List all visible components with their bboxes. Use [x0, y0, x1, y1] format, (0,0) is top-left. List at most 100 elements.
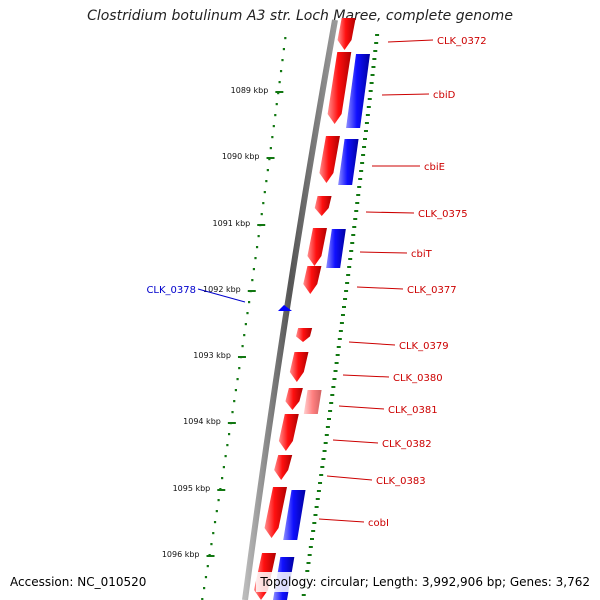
forward-gene: [285, 388, 303, 410]
kbp-tick-label: 1091 kbp: [213, 219, 251, 228]
tick-dot: [246, 312, 249, 315]
tick-dot: [204, 576, 208, 579]
tick-dot: [241, 345, 244, 348]
tick-dot: [222, 466, 225, 469]
tick-dot: [210, 543, 213, 546]
tick-dot: [213, 521, 217, 524]
gene-label: CLK_0378: [146, 285, 196, 296]
tick-dot: [263, 191, 266, 194]
kbp-tick-label: 1094 kbp: [183, 417, 221, 426]
kbp-tick-label: 1092 kbp: [203, 285, 241, 294]
kbp-tick-label: 1093 kbp: [193, 351, 231, 360]
tick-dot: [269, 147, 272, 150]
tick-dot: [206, 565, 209, 568]
tick-dot: [234, 389, 238, 392]
tick-dot: [203, 587, 206, 590]
reverse-gene: [326, 229, 346, 268]
tick-dot: [254, 257, 257, 260]
tick-dot: [257, 235, 260, 238]
tick-dot: [244, 323, 247, 326]
kbp-tick-label: 1089 kbp: [231, 86, 269, 95]
tick-dot: [279, 70, 283, 73]
tick-dot: [248, 301, 251, 304]
forward-gene: [296, 328, 313, 342]
tick-dot: [271, 136, 274, 139]
tick-dot: [278, 81, 281, 84]
genome-title: Clostridium botulinum A3 str. Loch Maree…: [87, 8, 513, 24]
gene-label: cbiD: [433, 90, 456, 101]
forward-gene: [264, 487, 288, 538]
rna-gene: [303, 390, 322, 414]
tick-dot: [268, 158, 271, 161]
reverse-gene: [346, 54, 371, 128]
forward-gene: [314, 196, 332, 216]
accession-text: Accession: NC_010520: [6, 572, 151, 592]
tick-dot: [231, 411, 234, 414]
tick-dot: [243, 334, 246, 337]
forward-gene: [327, 52, 352, 124]
tick-dot: [201, 598, 204, 600]
tick-dot: [226, 444, 229, 447]
gene-label-leader: [365, 211, 415, 214]
genome-backbone: [242, 19, 338, 600]
gene-label-leader: [326, 475, 373, 481]
tick-dot: [265, 180, 268, 183]
forward-gene: [307, 228, 327, 266]
tick-dot: [262, 202, 265, 205]
tick-dot: [282, 48, 286, 51]
tick-dot: [277, 92, 280, 95]
forward-gene: [274, 455, 293, 480]
gene-label: CLK_0381: [388, 405, 438, 416]
forward-gene: [337, 18, 356, 50]
tick-dot: [224, 455, 227, 458]
gene-label: CLK_0380: [393, 373, 443, 384]
gene-label: cbiE: [424, 162, 445, 173]
tick-dot: [215, 510, 218, 513]
forward-gene: [319, 136, 340, 183]
kbp-tick-label: 1090 kbp: [222, 152, 260, 161]
gene-label-leader: [197, 288, 246, 303]
gene-label-leader: [332, 439, 379, 444]
gene-label-leader: [342, 374, 390, 378]
gene-label: CLK_0377: [407, 285, 457, 296]
tick-dot: [272, 125, 275, 128]
reverse-gene: [278, 305, 292, 311]
tick-dot: [274, 114, 277, 117]
gene-label: CLK_0382: [382, 439, 432, 450]
tick-dot: [275, 103, 278, 106]
gene-label-leader: [381, 93, 430, 96]
topology-text: Topology: circular; Length: 3,992,906 bp…: [256, 572, 594, 592]
kbp-tick-label: 1095 kbp: [173, 484, 211, 493]
gene-label-leader: [338, 405, 385, 410]
gene-label: CLK_0379: [399, 341, 449, 352]
gene-label: cobI: [368, 518, 389, 529]
tick-dot: [260, 213, 263, 216]
gene-label-leader: [387, 39, 434, 43]
forward-gene: [278, 414, 299, 451]
tick-dot: [236, 378, 239, 381]
gene-track: [254, 18, 371, 600]
tick-dot: [266, 169, 269, 172]
tick-dot: [238, 367, 241, 370]
gene-labels: CLK_0372 cbiD cbiE CLK_0375 cbiT CLK_0377 CLK_…: [146, 36, 486, 529]
gene-label: CLK_0372: [437, 36, 487, 47]
reverse-gene: [338, 139, 359, 185]
tick-dot: [233, 400, 236, 403]
reverse-gene: [283, 490, 306, 540]
tick-dot: [284, 37, 287, 40]
gene-label: CLK_0375: [418, 209, 468, 220]
tick-dot: [251, 279, 254, 282]
forward-gene: [303, 266, 322, 294]
tick-dot: [281, 59, 284, 62]
forward-gene: [289, 352, 309, 382]
gene-label-leader: [318, 518, 365, 523]
tick-ring: 1089 kbp 1090 kbp 1091 kbp 1092 kbp 1093 kbp…: [162, 37, 287, 600]
gene-label: CLK_0383: [376, 476, 426, 487]
tick-dot: [252, 268, 256, 271]
gene-label-leader: [348, 341, 396, 346]
gene-label-leader: [359, 251, 408, 254]
tick-dot: [227, 433, 231, 436]
kbp-tick-label: 1096 kbp: [162, 550, 200, 559]
tick-dot: [221, 477, 224, 480]
